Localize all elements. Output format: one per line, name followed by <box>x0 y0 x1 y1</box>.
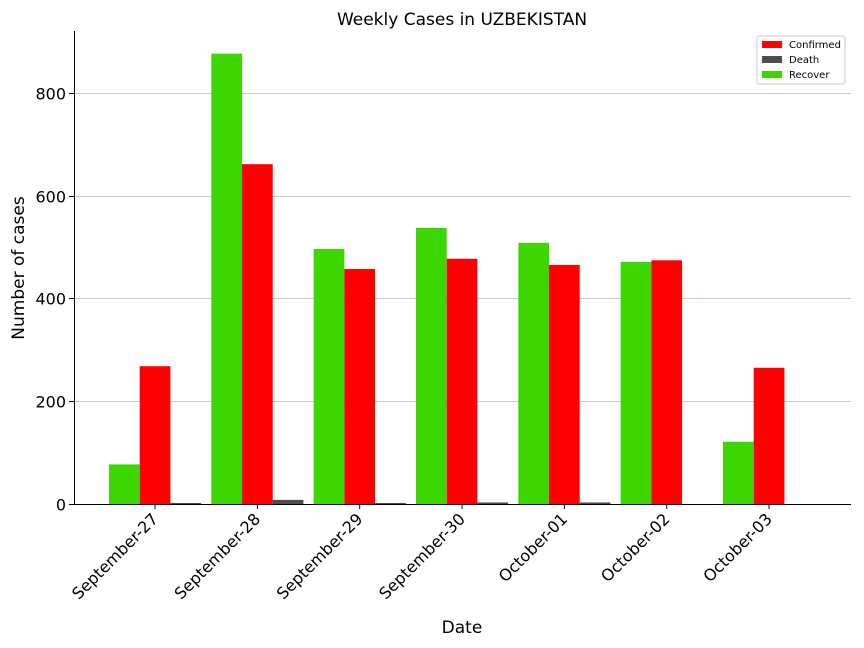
legend-label-death: Death <box>789 55 819 66</box>
y-tick-label: 800 <box>35 85 66 104</box>
x-tick-label: September-27 <box>68 509 162 603</box>
bar-confirmed-september-29 <box>344 269 376 504</box>
y-axis-label: Number of cases <box>9 196 29 340</box>
bar-death-september-28 <box>272 499 304 504</box>
bars <box>109 53 785 505</box>
bar-confirmed-september-30 <box>446 258 478 504</box>
x-axis-label: Date <box>442 618 483 638</box>
bar-confirmed-september-28 <box>242 164 273 504</box>
legend: Confirmed Death Recover <box>756 35 846 85</box>
y-tick-label: 400 <box>35 290 66 309</box>
x-tick-label: September-30 <box>375 509 469 603</box>
bar-confirmed-october-03 <box>753 367 785 504</box>
bar-recover-september-28 <box>211 53 243 505</box>
bar-death-september-29 <box>375 502 406 504</box>
x-tick-label: September-28 <box>170 509 264 603</box>
x-tick-label: October-03 <box>699 509 775 585</box>
bar-death-september-30 <box>477 502 509 504</box>
bar-confirmed-october-01 <box>549 264 580 504</box>
bar-confirmed-september-27 <box>139 366 171 504</box>
x-tick-label: October-02 <box>597 509 673 585</box>
bar-death-october-01 <box>579 502 611 504</box>
bar-confirmed-october-02 <box>651 260 683 504</box>
chart-title: Weekly Cases in UZBEKISTAN <box>337 10 587 30</box>
bar-recover-september-29 <box>313 248 345 504</box>
x-ticks: September-27 September-28 September-29 Sept… <box>68 504 776 603</box>
bar-recover-october-02 <box>620 261 652 504</box>
legend-label-recover: Recover <box>789 70 830 81</box>
legend-swatch-recover <box>762 71 782 78</box>
legend-swatch-death <box>762 56 782 63</box>
y-ticks: 0 200 400 600 800 <box>35 85 74 515</box>
legend-swatch-confirmed <box>762 41 782 48</box>
bar-recover-october-03 <box>722 441 754 504</box>
x-tick-label: September-29 <box>273 509 367 603</box>
y-tick-label: 600 <box>35 188 66 207</box>
y-tick-label: 200 <box>35 393 66 412</box>
bar-recover-september-30 <box>415 227 447 504</box>
y-tick-label: 0 <box>56 496 66 515</box>
legend-label-confirmed: Confirmed <box>789 40 841 51</box>
bar-recover-october-01 <box>518 242 550 505</box>
x-tick-label: October-01 <box>495 509 571 585</box>
bar-death-september-27 <box>170 502 202 504</box>
bar-recover-september-27 <box>109 464 140 504</box>
